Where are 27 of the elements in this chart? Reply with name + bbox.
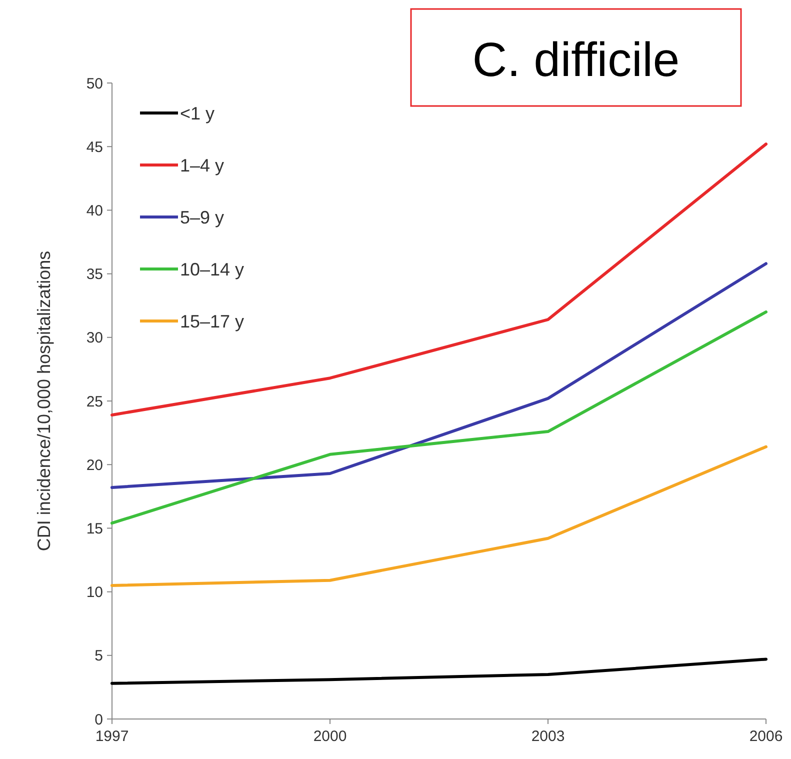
y-tick-label: 0: [94, 711, 103, 728]
legend-label: 15–17 y: [180, 311, 244, 332]
x-tick-label: 2006: [749, 728, 783, 745]
y-tick-label: 50: [86, 75, 103, 92]
chart-title: C. difficile: [472, 34, 680, 87]
y-axis-title: CDI incidence/10,000 hospitalizations: [34, 250, 54, 552]
y-tick-label: 45: [86, 138, 103, 156]
line-series: [110, 142, 768, 416]
legend-label: 1–4 y: [180, 155, 224, 176]
y-tick-label: 30: [86, 330, 103, 347]
y-tick-label: 40: [86, 202, 103, 220]
line-series: [110, 262, 768, 489]
y-tick-label: 35: [86, 266, 103, 284]
y-tick-label: 20: [86, 456, 103, 474]
x-tick-label: 2000: [313, 728, 347, 745]
y-tick-label: 25: [86, 393, 103, 410]
legend-label: <1 y: [180, 103, 215, 124]
line-series: [110, 658, 768, 685]
line-series: [110, 310, 768, 525]
y-tick-label: 10: [86, 584, 103, 602]
legend-label: 10–14 y: [180, 259, 244, 280]
legend-label: 5–9 y: [180, 207, 224, 228]
x-tick-label: 1997: [95, 728, 129, 745]
y-tick-label: 5: [94, 648, 103, 665]
y-tick-label: 15: [86, 520, 103, 538]
line-series: [110, 445, 768, 587]
x-tick-label: 2003: [531, 728, 565, 745]
